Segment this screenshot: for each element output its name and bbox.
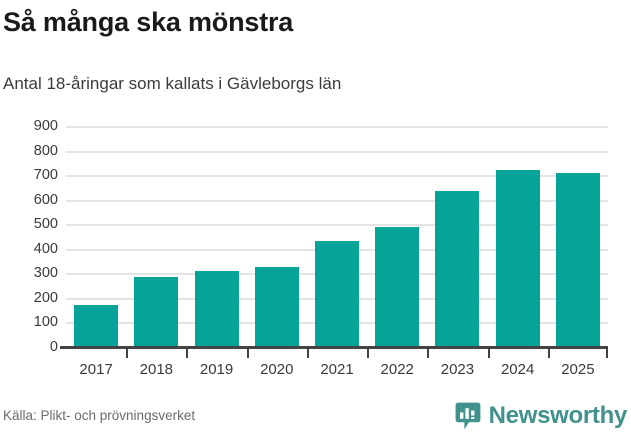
- y-axis-labels: 0 100 200 300 400 500 600 700 800 900: [0, 119, 58, 354]
- bar-series: [66, 126, 608, 347]
- x-axis-tick-label: 2019: [199, 361, 234, 378]
- page-title: Så många ska mönstra: [3, 7, 294, 37]
- bar[interactable]: [315, 241, 359, 347]
- plot-inner: [60, 126, 608, 349]
- bar[interactable]: [495, 170, 540, 347]
- bar[interactable]: [134, 277, 179, 347]
- bar[interactable]: [254, 267, 299, 347]
- x-axis-tick: [487, 349, 490, 358]
- chart-subtitle: Antal 18-åringar som kallats i Gävleborg…: [3, 74, 342, 93]
- x-axis-tick: [367, 349, 370, 358]
- y-axis-tick-label: 0: [49, 338, 58, 355]
- gridline: [66, 150, 608, 153]
- y-axis-tick-label: 700: [33, 166, 58, 183]
- y-axis-tick-label: 800: [33, 142, 58, 159]
- gridline: [66, 126, 608, 128]
- bar[interactable]: [375, 226, 420, 347]
- y-axis-tick-label: 400: [33, 240, 58, 257]
- newsworthy-wordmark: Newsworthy: [488, 402, 628, 429]
- x-axis-tick: [306, 349, 309, 358]
- bar-chart-speech-bubble-icon: [455, 402, 481, 430]
- y-axis-tick-label: 600: [33, 191, 58, 208]
- chart-footer: Källa: Plikt- och prövningsverket Newswo…: [0, 398, 631, 439]
- x-axis-tick: [186, 349, 189, 358]
- y-axis-tick-label: 500: [33, 215, 58, 232]
- x-axis-tick: [246, 349, 249, 358]
- y-axis-tick-label: 200: [33, 289, 58, 306]
- bar[interactable]: [194, 270, 239, 347]
- x-axis-tick-label: 2021: [320, 361, 354, 378]
- x-axis: 2017 2018 2019 2020 2021 2022 2023 2024 2025: [66, 347, 608, 381]
- source-note: Källa: Plikt- och prövningsverket: [3, 408, 196, 423]
- gridline: [66, 224, 608, 227]
- x-axis-tick: [427, 349, 430, 358]
- y-axis-tick-label: 900: [33, 117, 58, 134]
- y-axis-tick-label: 300: [33, 265, 58, 282]
- x-axis-tick-label: 2018: [139, 361, 174, 378]
- bar[interactable]: [74, 305, 119, 347]
- y-axis-tick-label: 100: [33, 314, 58, 331]
- x-axis-tick-label: 2024: [500, 361, 535, 378]
- bar[interactable]: [555, 172, 600, 347]
- x-axis-tick-label: 2025: [561, 361, 595, 378]
- x-axis-tick-label: 2017: [79, 361, 113, 378]
- x-axis-tick: [547, 349, 550, 358]
- gridline: [66, 199, 608, 202]
- gridline: [66, 175, 608, 178]
- x-axis-tick-label: 2020: [260, 361, 294, 378]
- newsworthy-logo[interactable]: Newsworthy: [455, 402, 627, 430]
- x-axis-line: [60, 346, 608, 349]
- x-axis-tick: [126, 349, 129, 358]
- x-axis-tick-label: 2023: [440, 361, 475, 378]
- bar[interactable]: [435, 191, 480, 347]
- x-axis-tick: [606, 349, 608, 358]
- x-axis-tick-label: 2022: [380, 361, 414, 378]
